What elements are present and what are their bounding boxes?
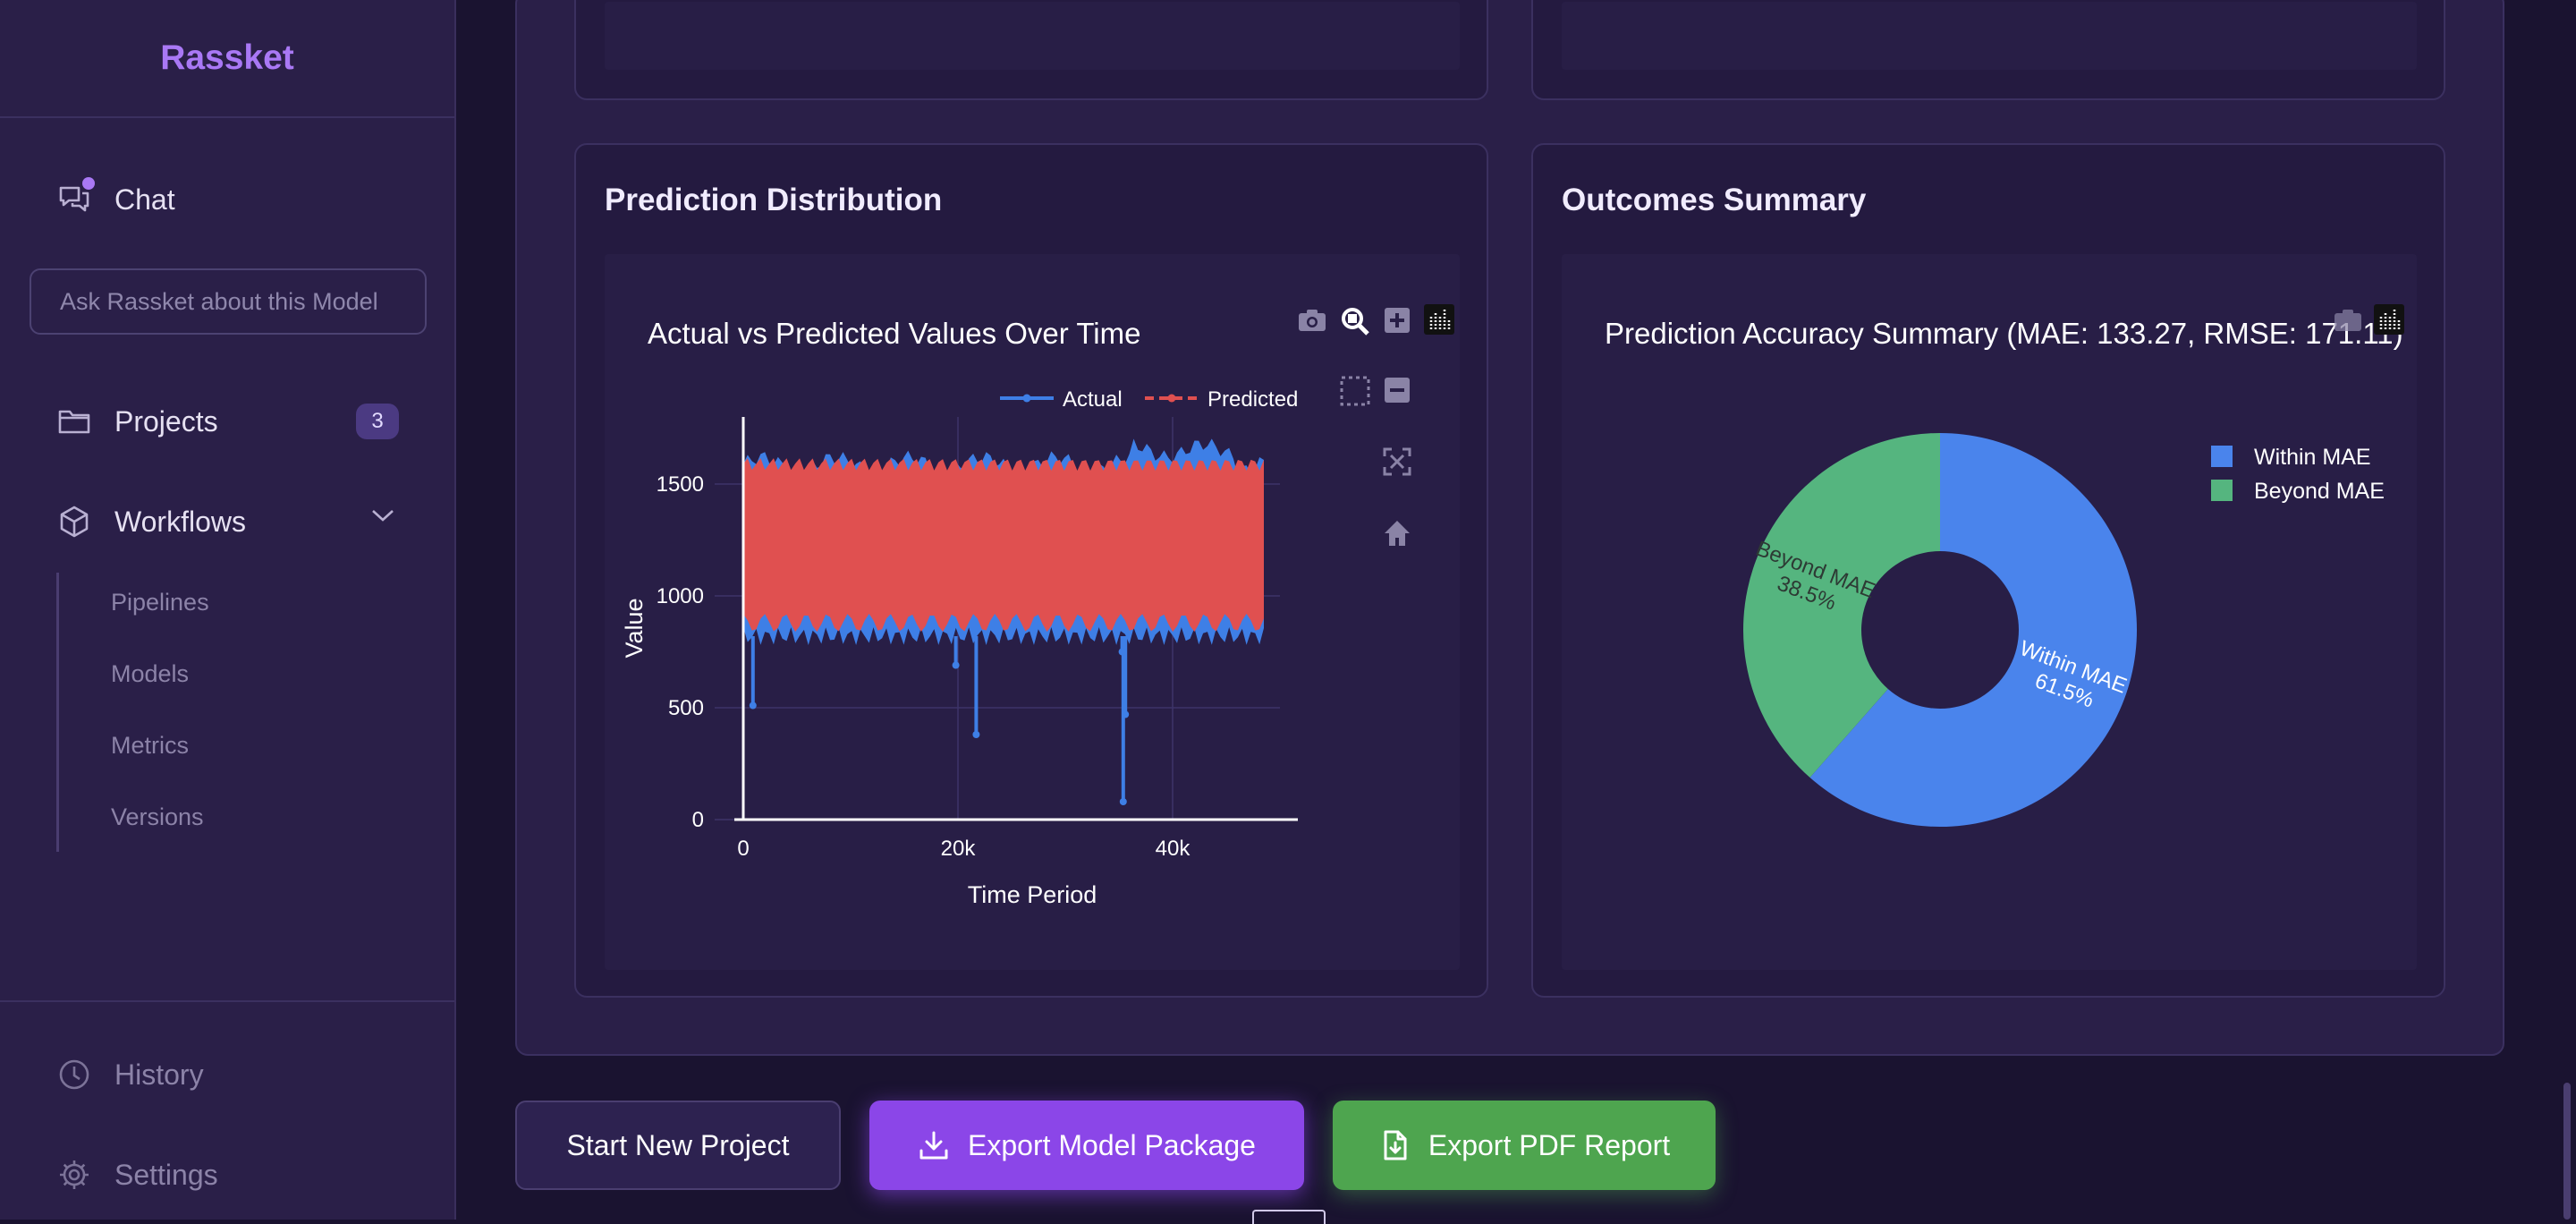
pie-slice-0 xyxy=(1809,433,2137,827)
sidebar-item-label: History xyxy=(114,1058,204,1091)
chart-container: Prediction Accuracy Summary (MAE: 133.27… xyxy=(1562,254,2417,970)
chart-legend: Actual Predicted xyxy=(1000,387,1298,412)
y-tick-label: 0 xyxy=(692,808,704,832)
actual-outlier-point xyxy=(972,731,980,738)
cube-icon xyxy=(57,505,91,539)
legend-within-label: Within MAE xyxy=(2254,445,2371,470)
legend-beyond-swatch xyxy=(2211,480,2233,501)
sidebar: Rassket Chat Projects 3 Workflows xyxy=(0,0,456,1220)
sidebar-item-projects[interactable]: Projects xyxy=(57,404,218,438)
home-icon[interactable] xyxy=(1385,521,1410,546)
button-label: Start New Project xyxy=(566,1128,790,1161)
upper-card-left-body xyxy=(605,2,1460,70)
actual-outlier-point xyxy=(1119,798,1127,805)
bottom-handle[interactable] xyxy=(1252,1210,1326,1224)
zoom-in-icon[interactable] xyxy=(1385,308,1410,333)
y-tick-label: 1500 xyxy=(657,472,704,497)
actual-outlier-point xyxy=(952,661,960,669)
sidebar-item-chat[interactable]: Chat xyxy=(57,177,175,217)
brand-logo[interactable]: Rassket xyxy=(0,0,454,118)
y-tick-label: 1000 xyxy=(657,584,704,608)
notification-dot xyxy=(82,177,95,190)
chart-title: Actual vs Predicted Values Over Time xyxy=(648,317,1140,350)
plotly-logo-icon[interactable] xyxy=(1424,304,1454,335)
pie-legend: Within MAE Beyond MAE xyxy=(2211,445,2385,504)
donut-chart[interactable]: Prediction Accuracy Summary (MAE: 133.27… xyxy=(1562,254,2417,970)
zoom-out-icon[interactable] xyxy=(1385,378,1410,403)
card-title: Outcomes Summary xyxy=(1562,183,1867,217)
sidebar-item-label: Workflows xyxy=(114,505,246,538)
prediction-distribution-card: Prediction Distribution Actual vs Predic… xyxy=(574,143,1488,998)
clock-icon xyxy=(57,1058,91,1092)
chat-bubbles-icon xyxy=(57,177,95,217)
sidebar-subitem-pipelines[interactable]: Pipelines xyxy=(111,589,209,616)
x-tick-label: 20k xyxy=(941,837,977,861)
modebar xyxy=(1299,304,1454,546)
actual-outlier-point xyxy=(749,701,757,710)
sidebar-subitem-models[interactable]: Models xyxy=(111,660,190,687)
upper-card-right xyxy=(1531,0,2445,100)
export-pdf-report-button[interactable]: Export PDF Report xyxy=(1333,1101,1716,1190)
chevron-down-icon[interactable] xyxy=(370,506,395,524)
ask-rassket-input[interactable] xyxy=(30,268,427,335)
y-tick-label: 500 xyxy=(668,696,704,720)
sidebar-divider xyxy=(0,1000,454,1002)
x-tick-label: 40k xyxy=(1156,837,1191,861)
x-tick-label: 0 xyxy=(737,837,749,861)
sidebar-item-settings[interactable]: Settings xyxy=(57,1158,218,1192)
legend-predicted-label: Predicted xyxy=(1208,387,1298,412)
autoscale-icon[interactable] xyxy=(1383,447,1411,476)
zoom-icon[interactable] xyxy=(1342,308,1369,336)
card-title: Prediction Distribution xyxy=(605,183,943,217)
sidebar-item-label: Settings xyxy=(114,1158,218,1191)
button-label: Export Model Package xyxy=(968,1128,1256,1161)
pie-slice-1 xyxy=(1743,433,1940,778)
chart-container: Actual vs Predicted Values Over Time xyxy=(605,254,1460,970)
gear-icon xyxy=(57,1158,91,1192)
legend-actual-label: Actual xyxy=(1063,387,1123,412)
workflow-tree-line xyxy=(56,573,59,852)
legend-actual-marker xyxy=(1022,394,1031,403)
actual-outlier-point xyxy=(1122,710,1130,718)
sidebar-item-history[interactable]: History xyxy=(57,1058,204,1092)
projects-count-badge: 3 xyxy=(356,404,399,439)
legend-predicted-marker xyxy=(1167,394,1176,403)
x-axis-label: Time Period xyxy=(968,881,1097,908)
y-axis-label: Value xyxy=(621,598,648,658)
sidebar-item-label: Projects xyxy=(114,404,218,438)
legend-beyond-label: Beyond MAE xyxy=(2254,479,2385,504)
chart-title: Prediction Accuracy Summary (MAE: 133.27… xyxy=(1605,317,2403,350)
modebar xyxy=(2334,304,2404,335)
upper-card-left xyxy=(574,0,1488,100)
legend-within-swatch xyxy=(2211,446,2233,467)
sidebar-subitem-versions[interactable]: Versions xyxy=(111,803,204,830)
camera-icon[interactable] xyxy=(1299,310,1326,331)
export-model-package-button[interactable]: Export Model Package xyxy=(869,1101,1304,1190)
download-icon xyxy=(919,1131,948,1160)
sidebar-item-label: Chat xyxy=(114,183,175,216)
button-label: Export PDF Report xyxy=(1428,1128,1671,1161)
actual-outlier-point xyxy=(1118,648,1126,656)
upper-card-right-body xyxy=(1562,2,2417,70)
camera-icon[interactable] xyxy=(2334,310,2361,331)
line-chart[interactable]: Actual vs Predicted Values Over Time xyxy=(605,254,1460,970)
page-scrollbar[interactable] xyxy=(2563,1083,2571,1220)
plot-area: 0 20k 40k 0 500 1000 1500 xyxy=(657,417,1298,861)
start-new-project-button[interactable]: Start New Project xyxy=(515,1101,841,1190)
outcomes-summary-card: Outcomes Summary Prediction Accuracy Sum… xyxy=(1531,143,2445,998)
file-download-icon xyxy=(1384,1130,1407,1160)
folder-icon xyxy=(57,404,91,438)
box-select-icon[interactable] xyxy=(1340,376,1370,406)
sidebar-item-workflows[interactable]: Workflows xyxy=(57,505,246,539)
plotly-logo-icon[interactable] xyxy=(2374,304,2404,335)
sidebar-subitem-metrics[interactable]: Metrics xyxy=(111,732,189,759)
predicted-series-band xyxy=(743,458,1264,632)
